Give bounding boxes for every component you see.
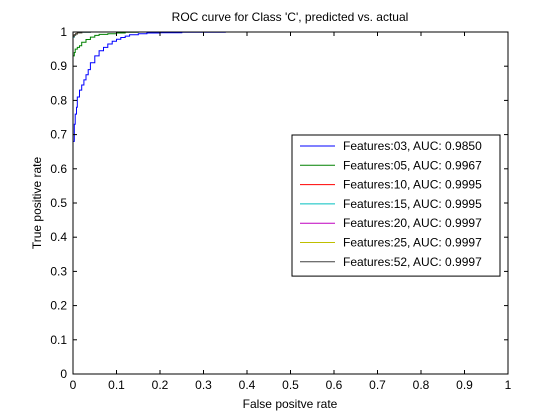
x-tick-label: 0.8 <box>413 378 430 392</box>
legend-label-4: Features:15, AUC: 0.9995 <box>343 197 482 211</box>
legend-label-3: Features:10, AUC: 0.9995 <box>343 178 482 192</box>
chart-title: ROC curve for Class 'C', predicted vs. a… <box>172 10 409 24</box>
x-tick-label: 0 <box>70 378 77 392</box>
legend-label-7: Features:52, AUC: 0.9997 <box>343 255 482 269</box>
legend-box <box>291 134 501 277</box>
y-tick-label: 1 <box>60 25 67 39</box>
y-tick-label: 0.1 <box>50 333 67 347</box>
y-tick-label: 0.7 <box>50 128 67 142</box>
y-tick-label: 0.8 <box>50 93 67 107</box>
legend-label-6: Features:25, AUC: 0.9997 <box>343 236 482 250</box>
y-axis-label: True positive rate <box>30 157 44 250</box>
y-tick-label: 0.6 <box>50 162 67 176</box>
x-tick-label: 0.1 <box>108 378 125 392</box>
legend-label-2: Features:05, AUC: 0.9967 <box>343 158 482 172</box>
x-tick-label: 0.3 <box>195 378 212 392</box>
x-tick-label: 0.9 <box>456 378 473 392</box>
y-tick-label: 0.4 <box>50 230 67 244</box>
y-tick-label: 0 <box>60 367 67 381</box>
x-tick-label: 0.7 <box>369 378 386 392</box>
series-line-1 <box>72 31 263 374</box>
legend-label-1: Features:03, AUC: 0.9850 <box>343 139 482 153</box>
x-tick-label: 1 <box>505 378 512 392</box>
axes: 0 0.1 0.2 0.3 0.4 0.5 0.6 0.7 0.8 0.9 1 0 0.1 0.2 0.3 0… <box>50 25 511 392</box>
x-tick-label: 0.4 <box>239 378 256 392</box>
y-tick-label: 0.9 <box>50 59 67 73</box>
series-line-2 <box>72 31 204 374</box>
y-tick-label: 0.5 <box>50 196 67 210</box>
x-tick-label: 0.5 <box>282 378 299 392</box>
legend-label-5: Features:20, AUC: 0.9997 <box>343 216 482 230</box>
x-axis-label: False positve rate <box>243 397 338 411</box>
x-tick-label: 0.6 <box>326 378 343 392</box>
y-tick-label: 0.3 <box>50 264 67 278</box>
legend: Features:03, AUC: 0.9850 Features:05, AUC… <box>291 134 501 277</box>
y-tick-label: 0.2 <box>50 299 67 313</box>
x-tick-label: 0.2 <box>152 378 169 392</box>
